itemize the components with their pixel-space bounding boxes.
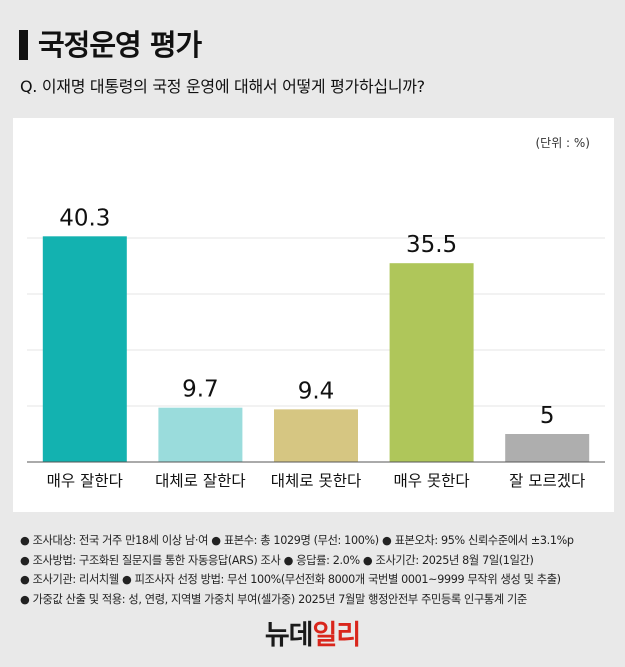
- unit-label: (단위 : %): [535, 136, 590, 150]
- category-label: 잘 모르겠다: [509, 472, 585, 490]
- category-label: 매우 잘한다: [47, 472, 123, 490]
- logo-accent-text: 일리: [312, 620, 362, 651]
- note-line: ● 조사방법: 구조화된 질문지를 통한 자동응답(ARS) 조사 ● 응답률:…: [20, 553, 534, 567]
- survey-question: Q. 이재명 대통령의 국정 운영에 대해서 어떻게 평가하십니까?: [20, 77, 425, 96]
- data-label: 9.4: [298, 378, 335, 404]
- category-label: 대체로 못한다: [271, 472, 362, 490]
- note-line: ● 조사대상: 전국 거주 만18세 이상 남·여 ● 표본수: 총 1029명…: [20, 534, 574, 547]
- data-label: 9.7: [182, 377, 219, 403]
- title-bar: [19, 30, 28, 60]
- bar: [389, 263, 474, 462]
- chart-panel: (단위 : %) 40.3 매우 잘한다 9.7 대체로 잘한다 9.4 대체로 못한다 3…: [13, 118, 614, 512]
- bar: [158, 407, 243, 462]
- category-label: 매우 못한다: [393, 472, 469, 490]
- bar: [274, 409, 358, 462]
- page-title: 국정운영 평가: [38, 28, 202, 62]
- category-label: 대체로 잘한다: [155, 472, 246, 490]
- logo-main-text: 뉴데: [264, 620, 314, 651]
- bar-chart: 40.3 매우 잘한다 9.7 대체로 잘한다 9.4 대체로 못한다 35.5 매우 못한다…: [27, 205, 605, 490]
- data-label: 35.5: [406, 232, 457, 258]
- logo: 뉴데일리: [0, 613, 625, 652]
- note-line: ● 조사기관: 리서치웰 ● 피조사자 선정 방법: 무선 100%(무선전화 …: [20, 573, 561, 586]
- bar: [505, 434, 590, 462]
- note-line: ● 가중값 산출 및 적용: 성, 연령, 지역별 가중치 부여(셀가중) 20…: [20, 592, 527, 606]
- bar: [42, 236, 127, 462]
- data-label: 40.3: [59, 205, 110, 231]
- data-label: 5: [540, 403, 555, 429]
- survey-notes: ● 조사대상: 전국 거주 만18세 이상 남·여 ● 표본수: 총 1029명…: [20, 531, 612, 609]
